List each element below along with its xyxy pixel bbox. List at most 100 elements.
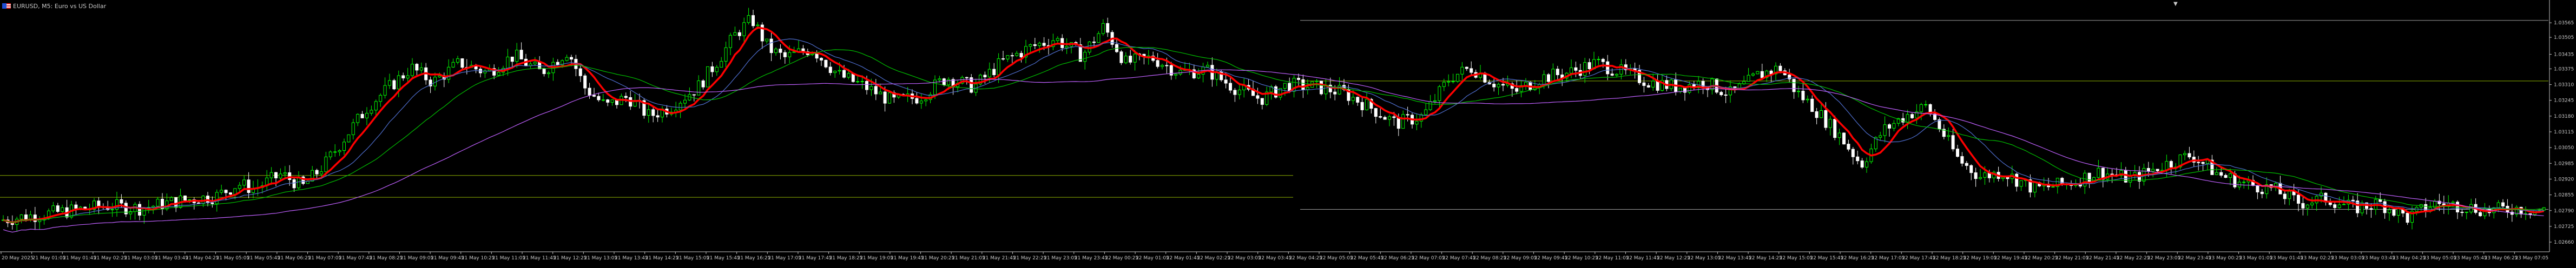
- candle-body: [1379, 116, 1382, 118]
- candle: [2415, 206, 2419, 216]
- candle: [1688, 81, 1691, 95]
- candle: [1683, 88, 1686, 101]
- candle: [1229, 77, 1232, 93]
- candle: [1551, 63, 1555, 82]
- candle-body: [965, 77, 969, 78]
- candle-body: [1597, 59, 1600, 61]
- candle-body: [970, 77, 973, 93]
- candle: [615, 99, 618, 109]
- candle-body: [1401, 114, 1405, 129]
- candle-body: [865, 81, 868, 90]
- candle-body: [1033, 44, 1037, 46]
- candle-body: [365, 113, 368, 118]
- candle-body: [2006, 177, 2010, 179]
- candle: [124, 200, 128, 217]
- candle-body: [1133, 53, 1137, 63]
- candle-body: [183, 195, 187, 200]
- time-tick-label: 23 May 00:25: [2209, 256, 2242, 261]
- candle-body: [1396, 117, 1400, 129]
- candle-body: [1774, 65, 1777, 75]
- candle-body: [2146, 168, 2150, 172]
- candle-body: [1442, 82, 1446, 87]
- candle: [1051, 34, 1055, 51]
- candle: [2456, 200, 2459, 219]
- price-tick-label: 1.02855: [2554, 193, 2574, 198]
- horizontal-lines: [0, 20, 2548, 210]
- time-tick-label: 21 May 23:45: [1075, 256, 1108, 261]
- candle-body: [2083, 172, 2087, 186]
- moving-average-line: [3, 26, 2544, 224]
- candle-body: [2496, 202, 2500, 208]
- candle: [1124, 52, 1128, 64]
- candle: [2019, 180, 2023, 191]
- candle: [588, 83, 591, 99]
- candle-body: [74, 204, 78, 209]
- candle: [515, 43, 519, 68]
- candle-body: [356, 113, 360, 123]
- time-tick-label: 22 May 08:25: [1473, 256, 1506, 261]
- candle: [1097, 31, 1101, 43]
- candle-body: [1515, 88, 1519, 92]
- candle-body: [374, 101, 378, 111]
- candle: [2351, 196, 2355, 208]
- time-tick-label: 22 May 12:25: [1657, 256, 1690, 261]
- candle-body: [1315, 81, 1319, 82]
- candle: [533, 57, 537, 65]
- window-divider-marker[interactable]: ▼: [2173, 1, 2178, 7]
- candle: [1083, 49, 1087, 70]
- candle-body: [1038, 43, 1042, 46]
- candle: [1447, 74, 1451, 86]
- candle-body: [2219, 172, 2223, 176]
- candle: [1265, 86, 1269, 106]
- candle-body: [460, 58, 464, 68]
- candle: [2301, 196, 2305, 216]
- candle: [769, 32, 773, 62]
- time-tick-label: 22 May 16:25: [1841, 256, 1874, 261]
- candle-body: [351, 122, 355, 135]
- candle: [356, 113, 360, 126]
- candle: [1747, 68, 1750, 82]
- candle: [206, 192, 209, 206]
- candle: [2465, 211, 2468, 219]
- candle: [551, 57, 555, 81]
- candle: [1801, 83, 1805, 103]
- time-tick-label: 23 May 05:45: [2454, 256, 2487, 261]
- candle: [1142, 53, 1146, 65]
- candle-body: [842, 70, 846, 78]
- candle: [497, 67, 500, 76]
- candle-body: [93, 200, 96, 210]
- candle: [706, 66, 709, 88]
- candle: [1424, 103, 1428, 116]
- candle-body: [642, 100, 646, 116]
- candle: [2197, 156, 2201, 171]
- candle-body: [2451, 202, 2455, 204]
- candle-body: [774, 49, 778, 53]
- candle: [1888, 123, 1891, 137]
- candle-body: [1710, 78, 1714, 90]
- time-tick-label: 23 May 03:45: [2362, 256, 2395, 261]
- candle-body: [1415, 120, 1419, 125]
- candle: [110, 203, 114, 217]
- candle: [374, 99, 378, 117]
- candle: [192, 197, 196, 210]
- candle-body: [1756, 71, 1760, 75]
- candle: [2188, 146, 2191, 159]
- candle-body: [483, 70, 487, 73]
- candle-body: [142, 208, 146, 216]
- candle: [1024, 39, 1027, 64]
- candle-body: [1833, 119, 1837, 138]
- time-tick-label: 22 May 05:05: [1320, 256, 1353, 261]
- candle-body: [370, 110, 373, 114]
- candle-body: [1719, 92, 1723, 95]
- candle-body: [1797, 91, 1800, 92]
- candle: [1646, 83, 1650, 88]
- candle: [1656, 73, 1659, 93]
- time-tick-label: 21 May 19:05: [860, 256, 893, 261]
- time-tick-label: 21 May 04:25: [186, 256, 219, 261]
- candle-body: [338, 150, 341, 152]
- candle: [1515, 80, 1519, 95]
- candle-body: [429, 79, 432, 86]
- time-tick-label: 23 May 07:05: [2515, 256, 2548, 261]
